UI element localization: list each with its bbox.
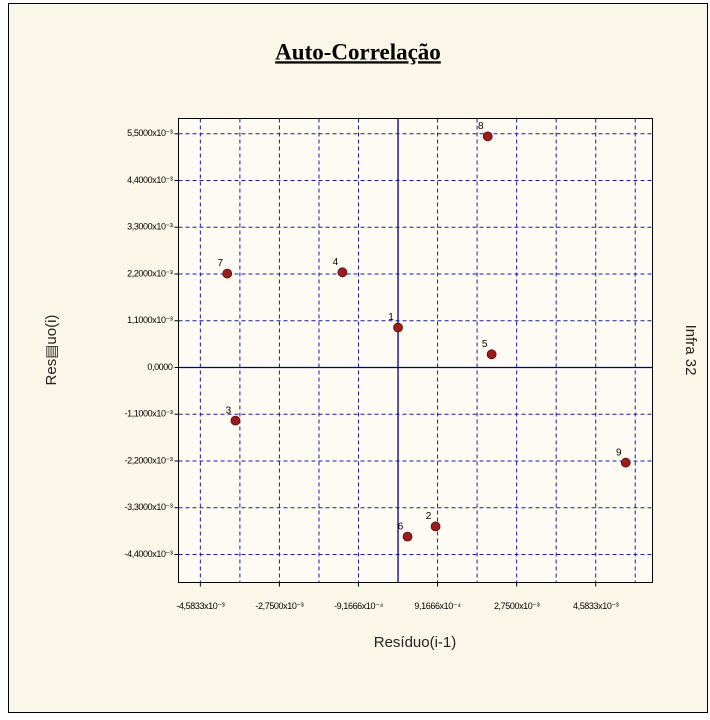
x-tick-label: 4,5833x10⁻³ (573, 601, 619, 611)
x-axis-label: Resíduo(i-1) (374, 634, 457, 651)
point-label: 8 (478, 121, 484, 132)
point-label: 7 (217, 258, 223, 269)
x-tick-label: -2,7500x10⁻³ (255, 601, 303, 611)
plot-area (178, 118, 653, 583)
y-tick-label: -4,4000x10⁻³ (125, 549, 173, 559)
point-label: 5 (482, 339, 488, 350)
y-tick-label: 5,5000x10⁻³ (127, 128, 173, 138)
point-label: 6 (398, 521, 404, 532)
point-label: 4 (333, 257, 339, 268)
point (222, 268, 233, 279)
point-label: 1 (388, 312, 394, 323)
y-tick-label: 4,4000x10⁻³ (127, 175, 173, 185)
y-tick-label: 0,0000 (147, 362, 173, 372)
chart-title: Auto-Correlação (275, 39, 441, 64)
y-tick-label: 3,3000x10⁻³ (127, 222, 173, 232)
x-tick-label: -4,5833x10⁻³ (176, 601, 224, 611)
y-tick-label: 2,2000x10⁻³ (127, 268, 173, 278)
point (486, 349, 497, 360)
point (393, 322, 403, 333)
point (482, 131, 493, 142)
point-label: 3 (226, 405, 232, 416)
y-tick-label: 1,1000x10⁻³ (127, 315, 173, 325)
side-label: Infra 32 (682, 325, 699, 376)
x-tick-label: -9,1666x10⁻⁴ (334, 601, 383, 611)
plot-border (178, 118, 653, 583)
point-label: 2 (426, 511, 432, 522)
x-tick-label: 2,7500x10⁻³ (494, 601, 540, 611)
y-tick-label: -3,3000x10⁻³ (125, 502, 173, 512)
x-tick-label: 9,1666x10⁻⁴ (414, 601, 461, 611)
y-axis-label: Res▤uo(i) (43, 315, 60, 386)
point-label: 9 (616, 447, 622, 458)
point (337, 267, 348, 278)
point (620, 457, 631, 468)
point (402, 531, 413, 542)
y-tick-label: -1,1000x10⁻³ (125, 409, 173, 419)
point (230, 415, 241, 426)
y-tick-label: -2,2000x10⁻³ (125, 455, 173, 465)
point (430, 521, 441, 532)
